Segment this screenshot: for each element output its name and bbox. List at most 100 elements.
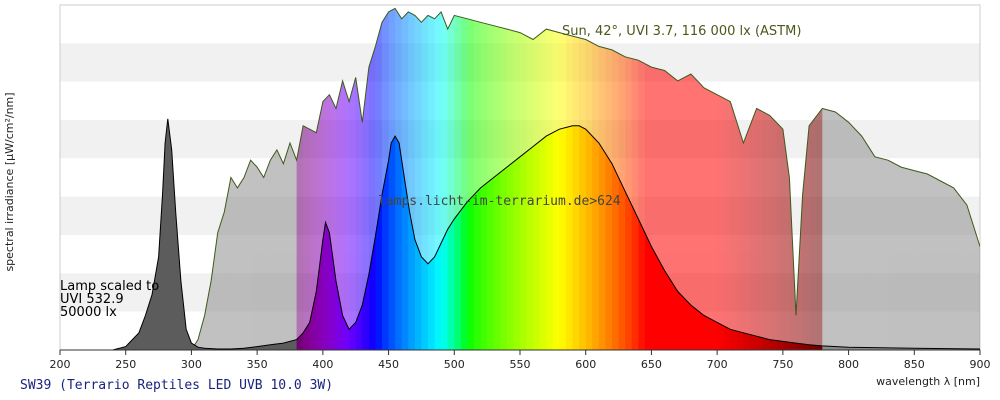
spectrum-color-strip [257, 8, 265, 350]
spectrum-color-strip [697, 8, 705, 350]
spectrum-color-strip [270, 8, 278, 350]
spectrum-color-strip [684, 8, 692, 350]
spectrum-color-strip [263, 8, 271, 350]
spectrum-color-strip [566, 118, 574, 350]
spectrum-color-strip [434, 8, 442, 350]
spectrum-color-strip [585, 118, 593, 350]
spectrum-color-strip [592, 118, 600, 350]
spectrum-color-strip [454, 118, 462, 350]
spectrum-color-strip [480, 8, 488, 350]
x-tick-label: 850 [904, 358, 925, 371]
spectrum-color-strip [349, 8, 357, 350]
spectrum-color-strip [618, 118, 626, 350]
spectrum-color-strip [638, 8, 646, 350]
spectrum-color-strip [723, 8, 731, 350]
spectrum-color-strip [382, 118, 390, 350]
spectrum-color-strip [375, 8, 383, 350]
spectrum-color-strip [336, 8, 344, 350]
caption: SW39 (Terrario Reptiles LED UVB 10.0 3W) [20, 378, 333, 393]
x-ticks: 200 250 300 350 400 450 500 550 600 650 700 750 800 8… [50, 350, 991, 371]
sun-spectrum-line [190, 7, 980, 350]
spectrum-color-strip [467, 118, 475, 350]
spectrum-color-strip [888, 8, 896, 350]
spectrum-color-strip [500, 118, 508, 350]
spectrum-color-strip [395, 118, 403, 350]
spectrum-color-strip [250, 8, 258, 350]
lamp-note-line-2: UVI 532.9 [60, 292, 124, 307]
spectrum-color-strip [428, 8, 436, 350]
x-tick-label: 550 [510, 358, 531, 371]
spectrum-color-strip [401, 8, 409, 350]
spectrum-color-strip [487, 118, 495, 350]
spectrum-color-strip [605, 118, 613, 350]
spectrum-color-strip [447, 8, 455, 350]
spectrum-color-strip [552, 118, 561, 350]
spectrum-color-strip [355, 8, 363, 350]
spectrum-color-strip [671, 8, 679, 350]
spectrum-color-strip [474, 8, 482, 350]
spectrum-color-strip [460, 8, 469, 350]
x-axis-label: wavelength λ [nm] [876, 375, 980, 388]
spectrum-color-strip [447, 118, 455, 350]
spectrum-color-strip [782, 8, 791, 350]
spectrum-color-strip [809, 8, 817, 350]
spectrum-color-strip [460, 118, 469, 350]
spectrum-color-strip [368, 8, 377, 350]
spectrum-color-strip [881, 8, 889, 350]
spectrum-color-strip [776, 8, 784, 350]
spectrum-color-strip [506, 118, 515, 350]
spectrum-color-strip [868, 8, 876, 350]
spectrum-color-strip [408, 118, 416, 350]
x-tick-label: 650 [641, 358, 662, 371]
spectrum-color-strip [894, 8, 902, 350]
spectrum-color-strip [158, 118, 166, 350]
spectrum-color-strip [342, 8, 350, 350]
spectrum-color-strip [467, 8, 475, 350]
spectrum-color-strip [598, 118, 607, 350]
spectrum-color-strip [638, 118, 646, 350]
spectrum-color-strip [644, 8, 653, 350]
x-tick-label: 900 [970, 358, 991, 371]
y-axis-label: spectral irradiance [µW/cm²/nm] [3, 92, 16, 271]
spectrum-color-strip [546, 118, 554, 350]
spectrum-color-strip [572, 118, 580, 350]
spectrum-color-strip [736, 8, 745, 350]
spectrum-color-strip [631, 8, 639, 350]
spectrum-color-strip [526, 118, 534, 350]
spectrum-color-strip [388, 118, 396, 350]
spectrum-color-strip [296, 8, 304, 350]
spectrum-color-strip [401, 118, 409, 350]
spectrum-color-strip [842, 8, 850, 350]
spectrum-color-strip [513, 118, 521, 350]
spectrum-color-strip [612, 118, 620, 350]
x-tick-label: 450 [378, 358, 399, 371]
spectrum-color-strip [631, 118, 639, 350]
spectrum-color-strip [559, 118, 567, 350]
spectrum-color-strip [322, 118, 331, 350]
lamp-note-line-1: Lamp scaled to [60, 279, 159, 294]
spectrum-color-strip [769, 8, 777, 350]
spectrum-color-strip [244, 8, 252, 350]
spectrum-color-strip [480, 118, 488, 350]
x-tick-label: 500 [444, 358, 465, 371]
x-tick-label: 350 [247, 358, 268, 371]
spectrum-color-strip [704, 8, 712, 350]
spectrum-color-strip [171, 118, 179, 350]
lamp-note-line-3: 50000 lx [60, 305, 117, 320]
x-tick-label: 400 [312, 358, 333, 371]
x-tick-label: 300 [181, 358, 202, 371]
spectrum-color-strip [322, 8, 331, 350]
spectrum-color-strip [730, 8, 738, 350]
spectrum-color-strip [874, 8, 883, 350]
spectrum-color-strip [290, 8, 298, 350]
spectrum-color-strip [743, 8, 751, 350]
spectrum-color-strip [487, 8, 495, 350]
spectrum-color-strip [861, 8, 869, 350]
spectrum-color-strip [920, 8, 929, 350]
spectrum-color-strip [362, 8, 370, 350]
spectrum-color-strip [625, 8, 633, 350]
spectrum-color-strip [901, 8, 909, 350]
spectrum-color-strip [710, 8, 718, 350]
spectrum-color-strip [454, 8, 462, 350]
spectrum-color-strip [165, 118, 173, 350]
